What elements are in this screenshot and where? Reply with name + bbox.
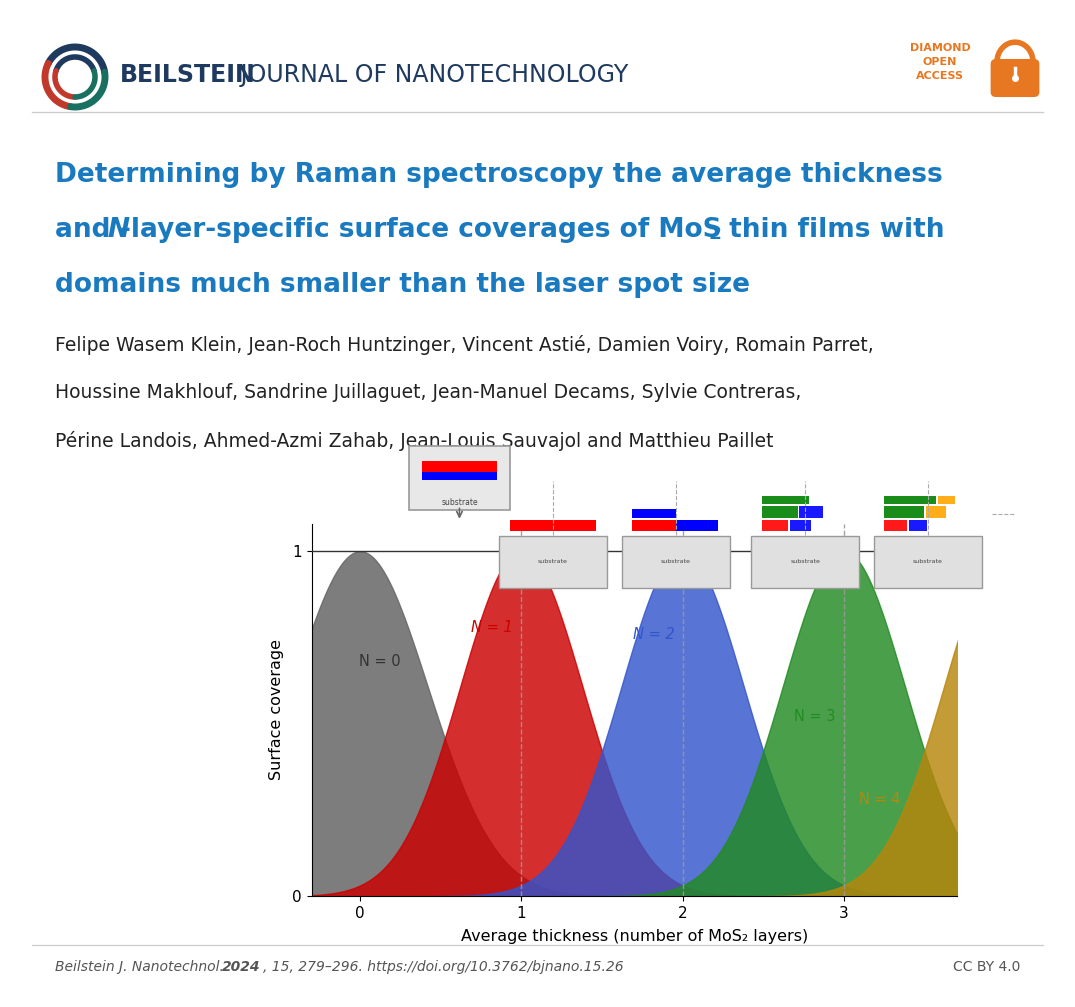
FancyBboxPatch shape [410, 446, 510, 511]
Bar [926, 507, 946, 518]
FancyBboxPatch shape [751, 536, 859, 588]
Bar [937, 496, 955, 504]
Text: Determining by Raman spectroscopy the average thickness: Determining by Raman spectroscopy the av… [55, 162, 943, 188]
Text: Périne Landois, Ahmed-Azmi Zahab, Jean-Louis Sauvajol and Matthieu Paillet: Périne Landois, Ahmed-Azmi Zahab, Jean-L… [55, 431, 774, 451]
FancyBboxPatch shape [499, 536, 607, 588]
Text: 2: 2 [708, 225, 721, 243]
Text: JOURNAL OF NANOTECHNOLOGY: JOURNAL OF NANOTECHNOLOGY [233, 63, 628, 87]
X-axis label: Average thickness (number of MoS₂ layers): Average thickness (number of MoS₂ layers… [460, 929, 808, 945]
Text: N: N [108, 217, 129, 243]
FancyBboxPatch shape [874, 536, 981, 588]
Text: Beilstein J. Nanotechnol.: Beilstein J. Nanotechnol. [55, 960, 224, 974]
Text: N = 0: N = 0 [359, 655, 400, 669]
Text: , 15, 279–296. https://doi.org/10.3762/bjnano.15.26: , 15, 279–296. https://doi.org/10.3762/b… [263, 960, 624, 974]
Bar [908, 520, 928, 532]
Bar [675, 520, 718, 532]
Bar [762, 496, 808, 504]
Bar [422, 472, 497, 479]
Text: domains much smaller than the laser spot size: domains much smaller than the laser spot… [55, 272, 750, 298]
Bar [632, 520, 680, 532]
Bar [885, 507, 923, 518]
Text: 2024: 2024 [223, 960, 260, 974]
Bar [422, 461, 497, 471]
Text: substrate: substrate [790, 560, 820, 564]
Bar [800, 507, 822, 518]
Y-axis label: Surface coverage: Surface coverage [269, 639, 284, 780]
Bar [762, 507, 798, 518]
Text: Felipe Wasem Klein, Jean-Roch Huntzinger, Vincent Astié, Damien Voiry, Romain Pa: Felipe Wasem Klein, Jean-Roch Huntzinger… [55, 335, 874, 355]
Text: and: and [55, 217, 119, 243]
Bar [762, 520, 788, 532]
Text: N = 2: N = 2 [633, 626, 674, 641]
Bar [510, 520, 597, 532]
FancyBboxPatch shape [621, 536, 730, 588]
Text: N = 3: N = 3 [794, 709, 835, 724]
Text: -layer-specific surface coverages of MoS: -layer-specific surface coverages of MoS [120, 217, 721, 243]
Text: DIAMOND
OPEN
ACCESS: DIAMOND OPEN ACCESS [909, 43, 971, 81]
Text: substrate: substrate [539, 560, 568, 564]
Text: thin films with: thin films with [720, 217, 945, 243]
FancyBboxPatch shape [991, 59, 1040, 97]
Text: substrate: substrate [441, 497, 477, 507]
Text: substrate: substrate [913, 560, 943, 564]
Bar [885, 520, 907, 532]
Bar [885, 496, 936, 504]
Text: N = 4: N = 4 [859, 793, 900, 808]
Text: substrate: substrate [661, 560, 690, 564]
Text: Houssine Makhlouf, Sandrine Juillaguet, Jean-Manuel Decams, Sylvie Contreras,: Houssine Makhlouf, Sandrine Juillaguet, … [55, 383, 801, 402]
Text: N = 1: N = 1 [472, 619, 513, 634]
Bar [790, 520, 811, 532]
Bar [632, 509, 675, 518]
Text: BEILSTEIN: BEILSTEIN [120, 63, 256, 87]
Text: CC BY 4.0: CC BY 4.0 [952, 960, 1020, 974]
